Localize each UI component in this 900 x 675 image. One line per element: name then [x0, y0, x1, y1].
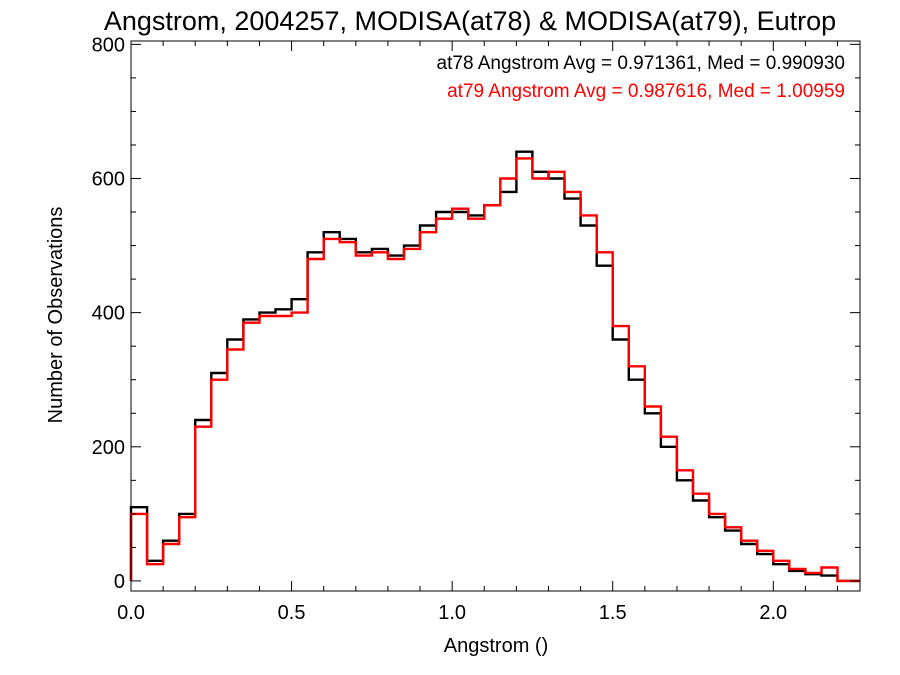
- y-tick-label: 200: [92, 437, 125, 459]
- y-axis-label: Number of Observations: [45, 207, 67, 424]
- legend-entry-at78: at78 Angstrom Avg = 0.971361, Med = 0.99…: [437, 53, 845, 74]
- y-tick-label: 600: [92, 169, 125, 191]
- x-tick-label: 0.5: [278, 602, 306, 624]
- chart-title: Angstrom, 2004257, MODISA(at78) & MODISA…: [104, 6, 836, 36]
- x-tick-label: 2.0: [759, 602, 787, 624]
- y-tick-label: 0: [114, 571, 125, 593]
- axes: 0.0 0.5 1.0 1.5 2.0 0 200 400 600 800: [92, 34, 860, 624]
- plot-area: [129, 150, 860, 583]
- x-tick-label: 1.0: [438, 602, 466, 624]
- x-axis-label: Angstrom (): [444, 635, 548, 657]
- series-line-at79: [129, 157, 860, 583]
- plot-frame: [130, 40, 861, 592]
- legend-entry-at79: at79 Angstrom Avg = 0.987616, Med = 1.00…: [447, 81, 845, 102]
- x-tick-label: 0.0: [117, 602, 145, 624]
- x-tick-label: 1.5: [599, 602, 627, 624]
- y-tick-label: 400: [92, 303, 125, 325]
- y-tick-label: 800: [92, 34, 125, 56]
